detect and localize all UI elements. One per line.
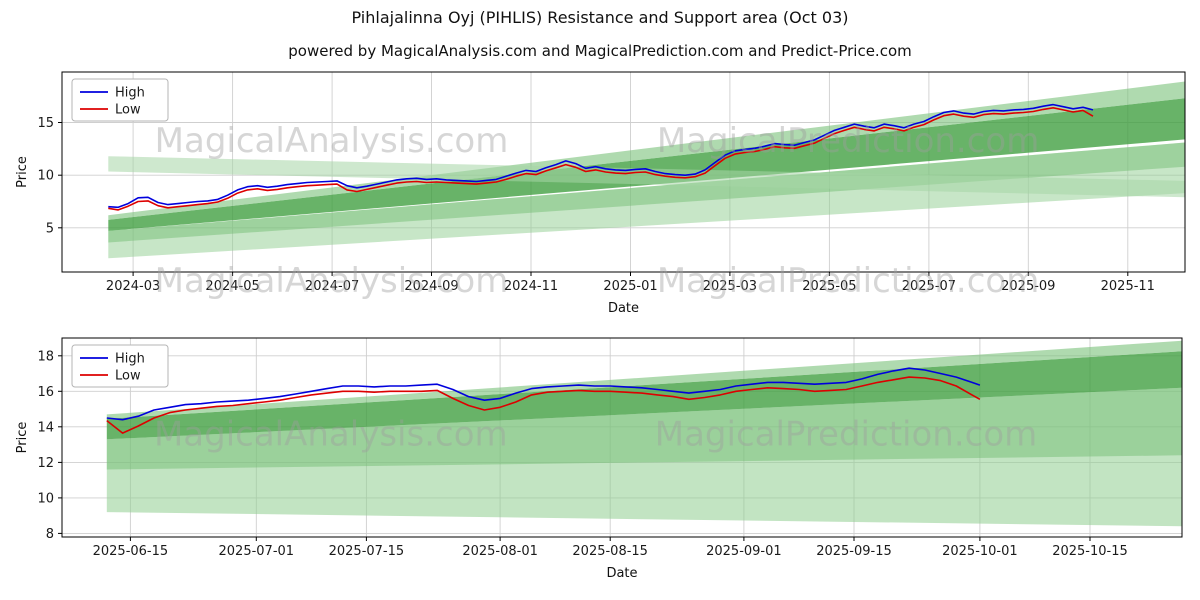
watermark: MagicalPrediction.com (657, 261, 1040, 301)
x-tick-label: 2025-07 (902, 279, 956, 294)
x-tick-label: 2025-07-01 (219, 544, 295, 559)
x-tick-label: 2025-09 (1001, 279, 1055, 294)
series-low-line (108, 106, 1094, 211)
y-axis-label: Price (15, 156, 30, 188)
x-axis-label: Date (606, 566, 637, 581)
y-tick-label: 8 (46, 527, 54, 542)
figure-title: Pihlajalinna Oyj (PIHLIS) Resistance and… (351, 8, 849, 27)
legend (71, 78, 169, 122)
x-tick-label: 2025-10-15 (1052, 544, 1128, 559)
band-support-dark-central (106, 351, 1182, 440)
band-resistance-top-light (108, 81, 1185, 220)
y-tick-label: 16 (37, 385, 54, 400)
x-tick-label: 2025-06-15 (93, 544, 169, 559)
x-tick-label: 2025-05 (802, 279, 856, 294)
x-tick-label: 2025-07-15 (329, 544, 405, 559)
x-tick-label: 2025-09-15 (816, 544, 892, 559)
y-tick-label: 18 (37, 349, 54, 364)
y-tick-label: 12 (37, 456, 54, 471)
x-tick-label: 2025-10-01 (942, 544, 1018, 559)
series-high-line (108, 103, 1094, 209)
band-support-dark-central (108, 98, 1185, 231)
y-tick-label: 10 (37, 491, 54, 506)
x-tick-label: 2025-03 (703, 279, 757, 294)
plot-border (61, 71, 1186, 273)
watermark: MagicalAnalysis.com (154, 415, 508, 455)
watermark: MagicalPrediction.com (655, 415, 1038, 455)
band-support-lower-light (108, 142, 1185, 259)
x-tick-label: 2025-08-15 (572, 544, 648, 559)
y-tick-label: 5 (46, 221, 54, 236)
watermark: MagicalPrediction.com (657, 121, 1040, 161)
y-tick-label: 10 (37, 169, 54, 184)
price-chart-top: 2024-03 2024-05 2024-07 2024-09 2024-11 2025-… (15, 71, 1186, 316)
x-tick-label: 2024-11 (504, 279, 558, 294)
series-high-line (106, 367, 981, 421)
x-axis-label: Date (608, 301, 639, 316)
band-resistance-descending (108, 156, 1185, 198)
legend-low-label: Low (115, 103, 141, 118)
legend-high-label: High (115, 86, 145, 101)
x-tick-label: 2025-08-01 (462, 544, 538, 559)
y-tick-label: 15 (37, 116, 54, 131)
band-resistance-top-light (106, 340, 1182, 419)
legend (71, 344, 169, 388)
legend-high-label: High (115, 352, 145, 367)
legend-low-label: Low (115, 369, 141, 384)
band-support-mid (108, 142, 1185, 243)
x-tick-label: 2025-09-01 (706, 544, 782, 559)
y-axis-label: Price (15, 422, 30, 454)
x-tick-label: 2024-03 (106, 279, 160, 294)
price-chart-bottom: 2025-06-15 2025-07-01 2025-07-15 2025-08-01… (15, 337, 1183, 581)
series-low-line (106, 376, 981, 434)
x-tick-label: 2025-11 (1101, 279, 1155, 294)
y-tick-label: 14 (37, 420, 54, 435)
watermark: MagicalAnalysis.com (155, 121, 509, 161)
plot-border (61, 337, 1183, 538)
x-tick-label: 2024-05 (205, 279, 259, 294)
figure-subtitle: powered by MagicalAnalysis.com and Magic… (288, 42, 912, 60)
x-tick-label: 2024-09 (404, 279, 458, 294)
watermark: MagicalAnalysis.com (155, 261, 509, 301)
x-tick-label: 2024-07 (305, 279, 359, 294)
x-tick-label: 2025-01 (603, 279, 657, 294)
band-support-lower-light (106, 387, 1182, 527)
band-support-mid (106, 387, 1182, 470)
